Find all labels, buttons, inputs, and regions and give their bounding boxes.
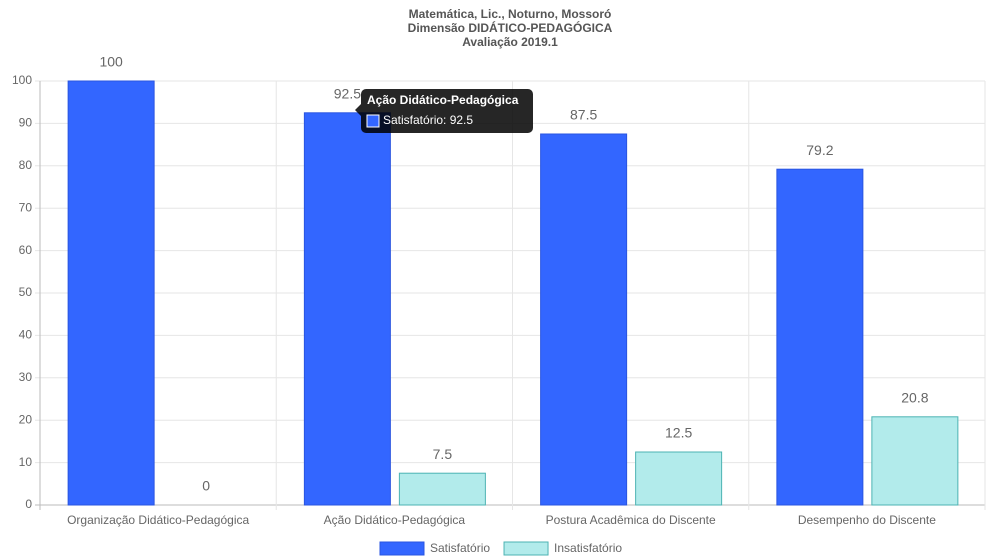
legend-label: Insatisfatório <box>554 541 622 555</box>
y-tick-label: 0 <box>25 497 32 511</box>
value-label: 100 <box>99 54 123 70</box>
y-tick-label: 30 <box>19 370 33 384</box>
bar <box>303 112 391 506</box>
value-label: 12.5 <box>665 425 692 441</box>
y-tick-label: 60 <box>19 243 33 257</box>
y-tick-label: 10 <box>19 455 33 469</box>
bar <box>871 416 959 506</box>
value-label: 20.8 <box>901 390 928 406</box>
tooltip-text: Satisfatório: 92.5 <box>383 113 473 127</box>
bar <box>67 80 155 506</box>
y-tick-label: 80 <box>19 158 33 172</box>
y-tick-label: 70 <box>19 200 33 214</box>
legend-label: Satisfatório <box>430 541 490 555</box>
value-label: 0 <box>202 478 210 494</box>
y-tick-label: 40 <box>19 328 33 342</box>
x-tick-label: Ação Didático-Pedagógica <box>324 513 466 527</box>
y-tick-label: 100 <box>12 73 32 87</box>
y-tick-label: 90 <box>19 116 33 130</box>
value-label: 7.5 <box>433 446 453 462</box>
value-label: 79.2 <box>806 142 833 158</box>
x-tick-label: Organização Didático-Pedagógica <box>67 513 249 527</box>
legend-swatch <box>379 541 425 556</box>
chart-title: Dimensão DIDÁTICO-PEDAGÓGICA <box>408 20 613 35</box>
legend-swatch <box>503 541 549 556</box>
value-label: 87.5 <box>570 107 597 123</box>
x-tick-label: Postura Acadêmica do Discente <box>546 513 716 527</box>
bar <box>540 133 628 506</box>
bar <box>398 472 486 506</box>
value-label: 92.5 <box>334 86 361 102</box>
tooltip-swatch <box>366 114 380 128</box>
tooltip-box <box>355 89 533 133</box>
tooltip-title: Ação Didático-Pedagógica <box>367 93 519 107</box>
bar <box>776 168 864 506</box>
y-tick-label: 20 <box>19 412 33 426</box>
y-tick-label: 50 <box>19 285 33 299</box>
chart-title: Avaliação 2019.1 <box>462 35 558 49</box>
chart-title: Matemática, Lic., Noturno, Mossoró <box>409 7 612 21</box>
tooltip: Ação Didático-Pedagógica Satisfatório: 92… <box>355 89 533 133</box>
x-tick-label: Desempenho do Discente <box>798 513 936 527</box>
bar <box>635 451 723 506</box>
